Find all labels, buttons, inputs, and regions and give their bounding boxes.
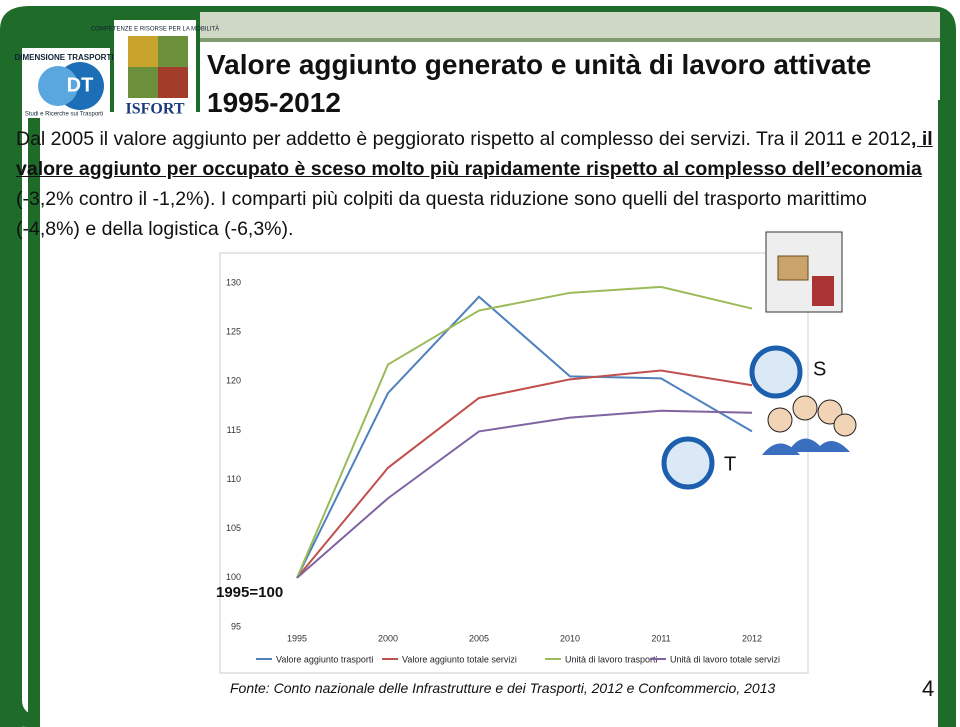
page-number: 4 <box>922 676 935 701</box>
x-tick-label: 2010 <box>560 633 580 643</box>
series-line <box>296 285 753 579</box>
frame-left <box>0 112 22 727</box>
clipart-people-bodies <box>762 438 850 455</box>
annotation: S <box>813 358 826 380</box>
y-tick-label: 120 <box>226 376 241 386</box>
logo-dt-name: DIMENSIONE TRASPORTI <box>14 53 113 62</box>
frame-right <box>938 100 956 727</box>
body-segment-bold: , il valore aggiunto per occupato è sces… <box>16 128 933 180</box>
frame-corner <box>0 700 40 727</box>
source-note: Fonte: Conto nazionale delle Infrastrutt… <box>230 680 776 696</box>
legend-label: Unità di lavoro trasporti <box>565 654 658 664</box>
euro-icon <box>749 345 803 399</box>
y-tick-label: 100 <box>226 572 241 582</box>
y-tick-label: 95 <box>231 621 241 631</box>
legend-label: Valore aggiunto totale servizi <box>402 654 517 664</box>
x-tick-label: 1995 <box>287 633 307 643</box>
logo-dt-mark: DT <box>67 74 94 96</box>
logo-isfort-motto: COMPETENZE E RISORSE PER LA MOBILITÀ <box>91 26 219 33</box>
series-line <box>296 369 753 579</box>
x-tick-label: 2012 <box>742 633 762 643</box>
x-tick-label: 2000 <box>378 633 398 643</box>
clipart-people <box>767 395 857 437</box>
logo-dt-globe <box>38 66 78 106</box>
logo-isfort-mosaic <box>158 67 188 98</box>
series-line <box>296 295 753 579</box>
legend-label: Valore aggiunto trasporti <box>276 654 373 664</box>
body-segment: (-3,2% contro il -1,2%). I comparti più … <box>16 188 867 240</box>
clipart-door <box>812 276 834 306</box>
series-line <box>296 409 753 579</box>
annotation: 1995=100 <box>216 584 283 601</box>
annotation: T <box>724 453 736 475</box>
header-strip <box>200 12 940 38</box>
y-tick-label: 130 <box>226 277 241 287</box>
y-tick-label: 125 <box>226 327 241 337</box>
logo-isfort-mosaic <box>128 36 158 67</box>
frame-gap <box>22 112 28 727</box>
logo-dt-subtitle: Studi e Ricerche sui Trasporti <box>25 112 103 118</box>
slide-title: Valore aggiunto generato e unità di lavo… <box>207 49 872 118</box>
chart-frame <box>219 252 809 674</box>
y-tick-label: 115 <box>227 425 241 435</box>
euro-icon <box>661 436 715 490</box>
x-tick-label: 2005 <box>469 633 489 643</box>
body-text: Dal 2005 il valore aggiunto per addetto … <box>16 124 936 244</box>
x-tick-label: 2011 <box>651 633 670 643</box>
clipart-box <box>777 255 809 281</box>
body-segment: Dal 2005 il valore aggiunto per addetto … <box>16 128 912 150</box>
logo-isfort-name: ISFORT <box>125 101 184 118</box>
y-tick-label: 110 <box>227 474 241 484</box>
y-tick-label: 105 <box>226 523 241 533</box>
chart: 95 100 105 110 115 120 125 130 1995 2000 2005 2010 2… <box>216 277 826 664</box>
header-rule <box>200 38 940 42</box>
legend-label: Unità di lavoro totale servizi <box>670 654 780 664</box>
